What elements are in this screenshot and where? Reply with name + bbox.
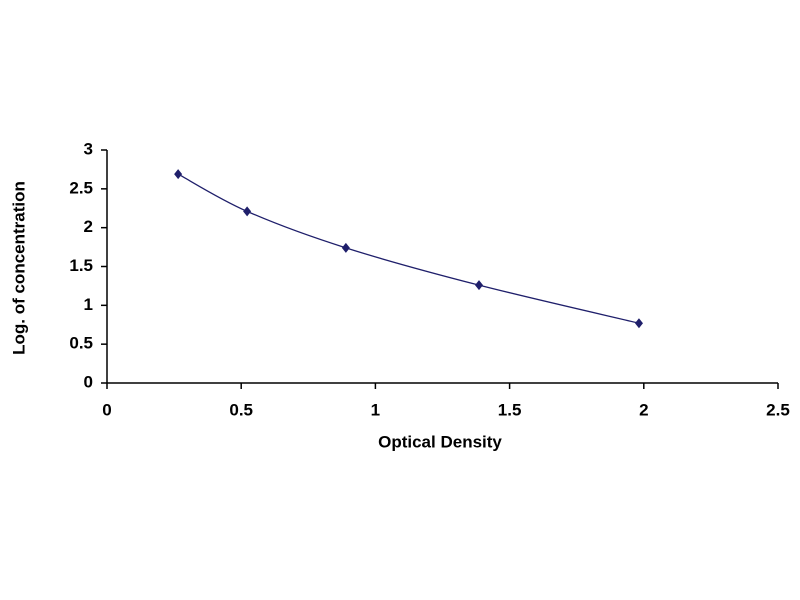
point [243, 206, 252, 217]
curve [177, 173, 640, 324]
point [475, 280, 484, 291]
y-tick-label: 1 [84, 295, 93, 314]
x-axis-label: Optical Density [378, 432, 502, 451]
y-tick-label: 2 [84, 217, 93, 236]
x-tick-label: 0 [102, 400, 111, 419]
point [341, 242, 350, 253]
y-axis-label: Log. of concentration [9, 181, 28, 355]
x-tick-label: 2 [639, 400, 648, 419]
point [634, 318, 643, 329]
y-tick-label: 1.5 [69, 256, 93, 275]
y-tick-label: 0 [84, 372, 93, 391]
x-tick-label: 1.5 [498, 400, 522, 419]
x-tick-label: 2.5 [766, 400, 790, 419]
point [174, 169, 183, 180]
x-tick-label: 0.5 [229, 400, 253, 419]
y-tick-label: 3 [84, 139, 93, 158]
y-tick-label: 0.5 [69, 334, 93, 353]
x-tick-label: 1 [371, 400, 380, 419]
y-tick-label: 2.5 [69, 178, 93, 197]
